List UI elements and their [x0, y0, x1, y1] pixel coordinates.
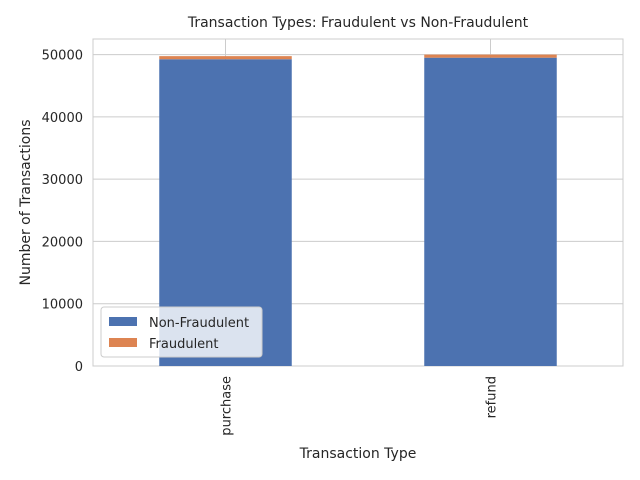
- x-axis-label: Transaction Type: [299, 446, 417, 462]
- bar-purchase-fraudulent: [159, 56, 292, 60]
- y-tick-label: 50000: [42, 49, 83, 64]
- y-tick-label: 0: [75, 360, 83, 375]
- y-axis-ticks: 0 10000 20000 30000 40000 50000: [42, 49, 83, 375]
- legend-label-fraudulent: Fraudulent: [149, 337, 219, 352]
- x-tick-label: purchase: [220, 376, 235, 436]
- x-axis-ticks: purchase refund: [220, 376, 500, 436]
- bar-refund-fraudulent: [424, 54, 557, 58]
- chart-title: Transaction Types: Fraudulent vs Non-Fra…: [187, 15, 529, 31]
- legend-box: [100, 306, 263, 358]
- legend-label-non-fraudulent: Non-Fraudulent: [149, 316, 249, 331]
- x-tick-label: refund: [485, 376, 500, 418]
- y-tick-label: 30000: [42, 173, 83, 188]
- y-tick-label: 20000: [42, 235, 83, 250]
- legend-swatch-fraudulent: [109, 338, 137, 347]
- y-axis-label: Number of Transactions: [18, 119, 34, 285]
- y-tick-label: 40000: [42, 111, 83, 126]
- y-tick-label: 10000: [42, 298, 83, 313]
- bar-refund-non-fraudulent: [424, 57, 557, 366]
- legend: Non-Fraudulent Fraudulent: [100, 306, 263, 358]
- legend-swatch-non-fraudulent: [109, 317, 137, 326]
